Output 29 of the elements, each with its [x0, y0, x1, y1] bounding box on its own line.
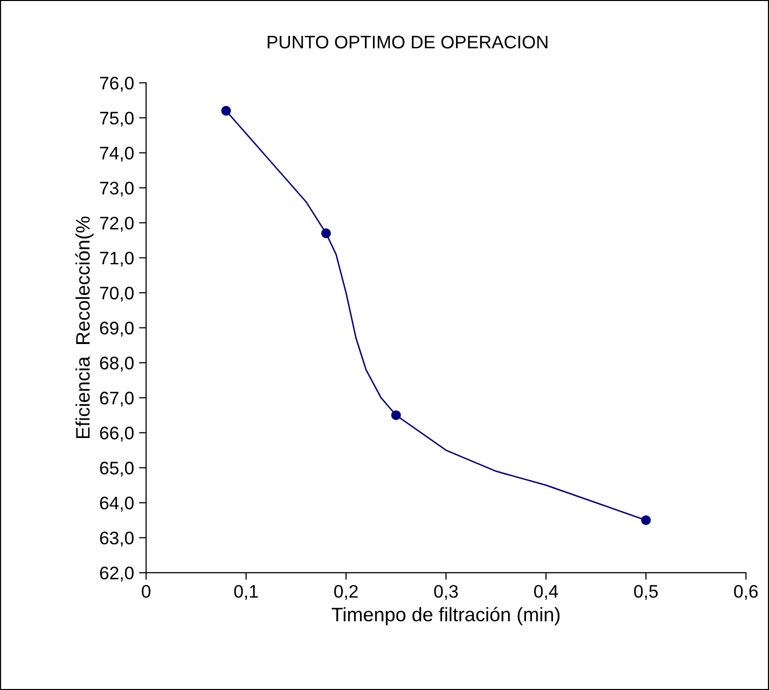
x-tick-label: 0,4 — [534, 584, 558, 600]
y-tick-label: 69,0 — [100, 322, 134, 337]
y-tick-label: 73,0 — [100, 182, 134, 197]
y-tick-label: 70,0 — [100, 286, 134, 302]
y-axis-title: Eficiencia Recolección(% — [75, 216, 94, 438]
x-tick-label: 0,5 — [634, 584, 658, 600]
point — [221, 106, 231, 116]
x-tick-label: 0 — [142, 584, 150, 598]
y-tick-label: 67,0 — [100, 392, 134, 407]
x-tick-label: 0,6 — [734, 584, 758, 600]
point — [391, 410, 401, 420]
y-tick-label: 71,0 — [100, 252, 134, 267]
point — [641, 515, 651, 526]
y-tick-label: 66,0 — [100, 426, 134, 442]
x-tick-label: 0,2 — [334, 584, 358, 600]
y-tick-label: 62,0 — [100, 566, 134, 582]
y-tick-label: 68,0 — [100, 356, 134, 372]
x-tick-label: 0,1 — [234, 584, 258, 600]
y-tick-label: 74,0 — [100, 146, 134, 162]
y-tick-label: 72,0 — [100, 216, 134, 232]
y-tick-label: 75,0 — [100, 112, 134, 127]
y-tick-label: 63,0 — [100, 532, 134, 547]
y-tick-label: 76,0 — [100, 76, 134, 92]
x-axis-title: Timenpo de filtración (min) — [332, 606, 560, 626]
y-tick-label: 65,0 — [100, 462, 134, 477]
y-tick-label: 64,0 — [100, 496, 134, 512]
x-tick-label: 0,3 — [434, 584, 458, 600]
point — [321, 228, 331, 238]
chart-title: PUNTO OPTIMO DE OPERACION — [268, 36, 548, 48]
